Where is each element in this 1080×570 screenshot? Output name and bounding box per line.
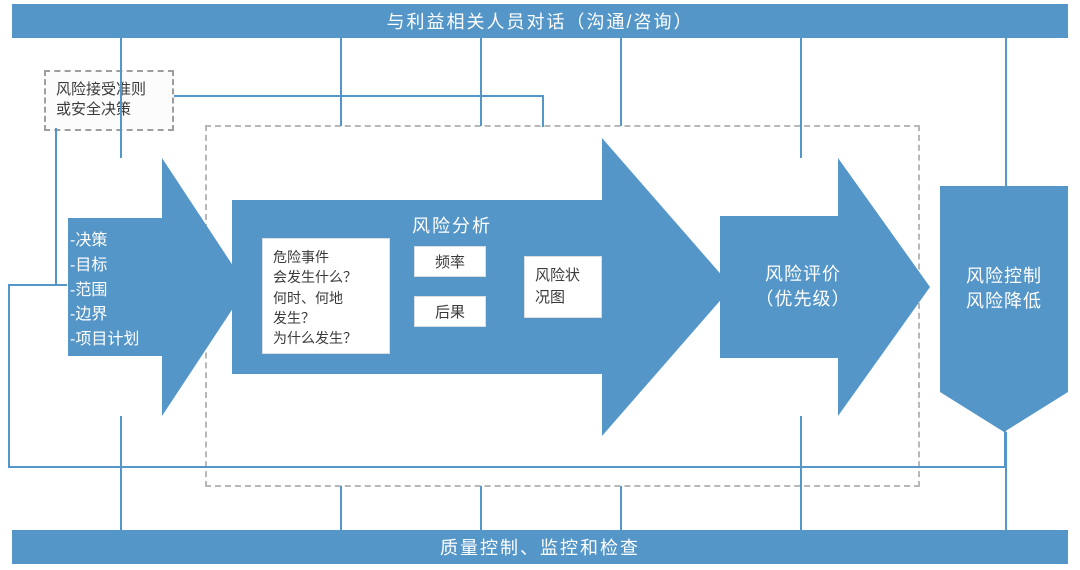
top-connector-0	[120, 38, 122, 158]
control-down-arrow	[940, 392, 1068, 432]
freq-chip: 频率	[414, 246, 486, 277]
evaluation-line2: （优先级）	[748, 287, 858, 312]
bottom-connector-1	[340, 486, 342, 530]
inputs-item-0: -决策	[70, 229, 166, 254]
top-connector-2	[480, 38, 482, 126]
bottom-bar-label: 质量控制、监控和检查	[440, 534, 640, 560]
analysis-title: 风险分析	[412, 212, 492, 238]
inputs-item-2: -范围	[70, 279, 166, 304]
bottom-connector-0	[120, 416, 122, 530]
top-connector-1	[340, 38, 342, 126]
control-line2: 风险降低	[966, 289, 1042, 314]
criteria-frame-drop	[542, 95, 544, 127]
feedback-hline	[8, 466, 1006, 468]
criteria-to-frame-line	[174, 95, 544, 97]
evaluation-line1: 风险评价	[748, 262, 858, 287]
control-box: 风险控制 风险降低	[940, 186, 1068, 392]
inputs-item-1: -目标	[70, 254, 166, 279]
bottom-connector-4	[800, 416, 802, 530]
feedback-right-down	[1004, 426, 1006, 466]
criteria-line1: 风险接受准则	[56, 80, 162, 100]
inputs-item-4: -项目计划	[70, 328, 166, 353]
bottom-connector-3	[620, 486, 622, 530]
top-bar: 与利益相关人员对话（沟通/咨询）	[12, 4, 1068, 38]
bottom-connector-2	[480, 486, 482, 530]
inputs-item-3: -边界	[70, 303, 166, 328]
situation-card: 风险状 况图	[524, 256, 602, 318]
top-connector-5	[1005, 38, 1007, 186]
top-connector-3	[620, 38, 622, 126]
control-line1: 风险控制	[966, 264, 1042, 289]
conseq-chip: 后果	[414, 296, 486, 327]
criteria-box: 风险接受准则 或安全决策	[44, 70, 174, 131]
questions-card: 危险事件 会发生什么？ 何时、何地 发生？ 为什么发生？	[262, 238, 390, 354]
top-bar-label: 与利益相关人员对话（沟通/咨询）	[387, 8, 694, 34]
top-connector-4	[800, 38, 802, 158]
feedback-left-up	[8, 284, 10, 466]
inputs-list: -决策 -目标 -范围 -边界 -项目计划	[70, 229, 166, 353]
evaluation-text: 风险评价 （优先级）	[748, 262, 858, 312]
criteria-line2: 或安全决策	[56, 100, 162, 120]
bottom-bar: 质量控制、监控和检查	[12, 530, 1068, 564]
